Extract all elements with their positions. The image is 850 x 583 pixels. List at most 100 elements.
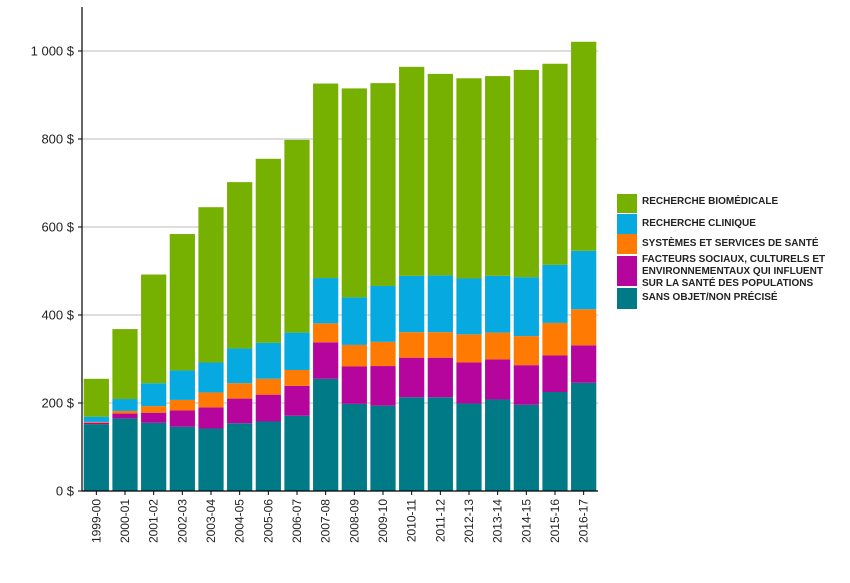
y-tick-label: 200 $ [41,396,74,411]
bar-segment [198,362,224,393]
y-tick-label: 800 $ [41,132,74,147]
bar-segment [313,278,339,324]
bar-segment [456,362,482,404]
bar-segment [513,277,539,337]
x-tick-label: 2000-01 [118,499,132,543]
bar-segment [399,357,425,398]
legend-label: FACTEURS SOCIAUX, CULTURELS ET [642,254,825,265]
bar-segment [227,383,253,399]
bar-segment [485,76,511,276]
bar-segment [112,329,138,400]
x-tick-label: 2012-13 [462,499,476,543]
y-tick-label: 400 $ [41,308,74,323]
bar-segment [513,404,539,491]
gridlines [82,50,598,404]
bar-segment [169,410,195,427]
bar-segment [227,423,253,491]
bar-segment [542,392,568,491]
bar-segment [112,399,138,411]
x-tick-label: 2014-15 [519,499,533,543]
bar-segment [227,348,253,384]
bar-segment [169,370,195,400]
bar-segment [169,426,195,491]
bar-segment [542,63,568,265]
x-tick-label: 2016-17 [577,499,591,543]
bar-segment [399,275,425,333]
bar-segment [112,410,138,414]
x-tick-label: 2005-06 [261,499,275,543]
bar-segment [370,405,396,491]
bar-segment [284,370,310,386]
x-tick-label: 2006-07 [290,499,304,543]
bar-segment [370,341,396,367]
bar-segment [427,275,453,333]
legend: RECHERCHE BIOMÉDICALE RECHERCHE CLINIQUE S… [617,194,825,309]
bar-segment [427,73,453,276]
bar-segment [341,403,367,491]
bar-segment [284,139,310,333]
bar-segment [141,383,167,407]
bar-segment [485,359,511,400]
bar-segment [313,342,339,379]
axes: 0 $ 200 $ 400 $ 600 $ 800 $ 1 000 $ 1999-00 200… [31,7,598,543]
bar-segment [542,355,568,392]
bar-segment [542,322,568,356]
bar-segment [141,422,167,491]
bar-segment [571,382,597,491]
bar-segment [542,264,568,323]
bar-segment [227,182,253,349]
bar-segment [198,428,224,491]
bar-segment [370,366,396,406]
bar-segment [141,406,167,413]
x-tick-label: 2004-05 [233,499,247,543]
bar-segment [227,398,253,424]
legend-label: SUR LA SANTÉ DES POPULATIONS [642,276,813,289]
bar-segment [83,378,109,417]
bar-segment [83,416,109,422]
bar-segment [341,366,367,404]
x-tick-label: 2009-10 [376,499,390,543]
x-tick-label: 2001-02 [147,499,161,543]
bar-segment [141,412,167,423]
bar-segment [198,407,224,429]
bar-segment [485,275,511,333]
bar-segment [571,250,597,310]
legend-label: RECHERCHE CLINIQUE [642,218,756,229]
x-tick-label: 2007-08 [319,499,333,543]
x-tick-label: 2010-11 [405,499,419,542]
bar-segment [370,285,396,342]
legend-swatch [617,288,637,309]
legend-label: ENVIRONNEMENTAUX QUI INFLUENT [642,266,823,277]
bar-segment [255,342,281,379]
bar-segment [427,357,453,398]
x-tick-label: 2011-12 [433,499,447,542]
bar-segment [198,392,224,408]
bar-segment [399,66,425,276]
bar-segment [313,83,339,279]
bar-segment [571,345,597,383]
legend-swatch [617,214,637,234]
legend-swatch [617,194,637,213]
bar-segment [341,344,367,367]
bar-segment [513,336,539,366]
bar-segment [169,399,195,411]
bar-segment [341,88,367,298]
bar-segment [313,323,339,343]
bar-segment [341,297,367,345]
bar-segment [284,332,310,370]
bar-segment [370,83,396,286]
x-tick-label: 2013-14 [491,499,505,543]
y-tick-label: 0 $ [56,484,75,499]
bar-segment [83,424,109,491]
y-tick-label: 600 $ [41,220,74,235]
legend-label: RECHERCHE BIOMÉDICALE [642,194,778,207]
bar-segment [456,403,482,491]
x-tick-label: 1999-00 [89,499,103,543]
bar-segment [83,421,109,423]
bar-segment [284,385,310,416]
bar-segment [112,413,138,419]
bar-segment [313,378,339,491]
bar-segment [198,207,224,363]
